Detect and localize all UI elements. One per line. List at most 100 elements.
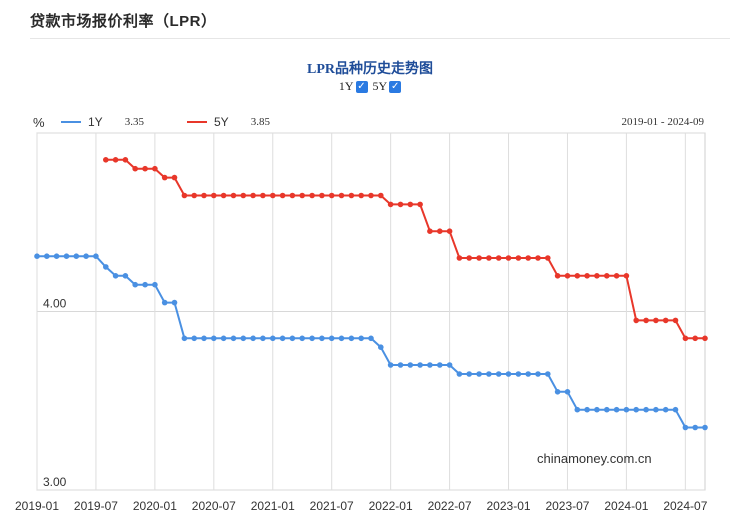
legend-1y-label: 1Y: [88, 115, 103, 129]
data-point-5y: [142, 165, 148, 172]
data-point-5y: [505, 255, 512, 261]
data-point-1y: [348, 335, 355, 342]
toggle-5y-checkbox[interactable]: ✓: [389, 80, 402, 93]
data-point-1y: [466, 371, 473, 377]
data-point-5y: [191, 192, 197, 199]
data-point-1y: [702, 424, 708, 431]
data-point-1y: [437, 362, 443, 368]
x-tick-label: 2023-07: [545, 499, 589, 513]
data-point-1y: [535, 371, 541, 377]
toggle-1y-label: 1Y: [338, 79, 354, 93]
data-point-1y: [250, 335, 256, 342]
x-tick-label: 2022-07: [428, 499, 472, 513]
data-point-1y: [584, 406, 590, 413]
x-tick-label: 2023-01: [487, 499, 531, 513]
data-point-5y: [653, 317, 659, 324]
data-point-5y: [171, 174, 178, 181]
y-tick-label: 3.00: [43, 475, 67, 489]
data-point-1y: [515, 371, 522, 377]
data-point-5y: [682, 335, 689, 342]
legend-1y-swatch: [61, 121, 81, 123]
data-point-1y: [397, 362, 404, 368]
data-point-5y: [260, 192, 266, 199]
page-title: 贷款市场报价利率（LPR）: [30, 13, 217, 30]
toggle-5y-label: 5Y: [372, 79, 388, 93]
data-point-1y: [662, 406, 669, 413]
data-point-1y: [486, 371, 492, 377]
data-point-1y: [554, 389, 561, 395]
legend-row: % 1Y 3.35 5Y 3.85 2019-01 - 2024-09: [0, 115, 740, 133]
data-point-5y: [525, 255, 531, 261]
data-point-5y: [417, 201, 423, 208]
data-point-5y: [594, 273, 600, 279]
data-point-1y: [378, 344, 384, 351]
data-point-1y: [230, 335, 237, 342]
data-point-5y: [122, 157, 129, 163]
data-point-1y: [564, 389, 571, 395]
data-point-1y: [456, 371, 463, 377]
data-point-1y: [653, 406, 659, 413]
series-toggle-group: 1Y ✓ 5Y ✓: [0, 79, 740, 94]
title-divider: [30, 38, 730, 39]
data-point-5y: [358, 192, 365, 199]
x-tick-label: 2019-07: [74, 499, 118, 513]
data-point-5y: [299, 192, 306, 199]
data-point-5y: [211, 192, 217, 199]
data-point-1y: [319, 335, 325, 342]
data-point-5y: [623, 273, 630, 279]
legend-1y-value: 3.35: [124, 116, 144, 128]
data-point-5y: [368, 192, 374, 199]
legend-item-1y[interactable]: 1Y 3.35: [61, 115, 144, 129]
data-point-5y: [604, 273, 610, 279]
watermark: chinamoney.com.cn: [537, 451, 652, 466]
data-point-1y: [63, 253, 70, 259]
data-point-1y: [299, 335, 306, 342]
data-point-5y: [486, 255, 492, 261]
data-point-1y: [103, 264, 109, 270]
data-point-1y: [368, 335, 374, 342]
x-tick-label: 2019-01: [15, 499, 59, 513]
data-point-5y: [279, 192, 286, 199]
data-point-5y: [181, 192, 188, 199]
data-point-1y: [338, 335, 345, 342]
data-point-5y: [112, 157, 119, 163]
data-point-1y: [289, 335, 296, 342]
data-point-5y: [545, 255, 551, 261]
data-point-1y: [328, 335, 335, 342]
data-point-1y: [623, 406, 630, 413]
data-point-1y: [260, 335, 266, 342]
data-point-5y: [574, 273, 581, 279]
y-tick-label: 4.00: [43, 297, 67, 311]
toggle-1y-checkbox[interactable]: ✓: [355, 80, 368, 93]
data-point-5y: [692, 335, 698, 342]
data-point-5y: [613, 273, 620, 279]
data-point-5y: [132, 165, 138, 172]
data-point-5y: [152, 165, 158, 172]
data-point-5y: [407, 201, 414, 208]
data-point-5y: [319, 192, 325, 199]
data-point-5y: [535, 255, 541, 261]
data-point-1y: [574, 406, 581, 413]
data-point-5y: [643, 317, 649, 324]
data-point-1y: [407, 362, 414, 368]
data-point-1y: [476, 371, 482, 377]
data-point-1y: [417, 362, 423, 368]
x-tick-label: 2024-01: [604, 499, 648, 513]
data-point-5y: [633, 317, 639, 324]
legend-5y-value: 3.85: [250, 116, 270, 128]
data-point-5y: [564, 273, 571, 279]
data-point-5y: [328, 192, 335, 199]
data-point-1y: [132, 281, 138, 288]
toggle-5y[interactable]: 5Y ✓: [373, 79, 402, 94]
data-point-1y: [682, 424, 689, 431]
data-point-1y: [270, 335, 276, 342]
data-point-1y: [604, 406, 610, 413]
legend-item-5y[interactable]: 5Y 3.85: [187, 115, 270, 129]
data-point-1y: [122, 273, 129, 279]
data-point-1y: [692, 424, 698, 431]
toggle-1y[interactable]: 1Y ✓: [339, 79, 368, 94]
data-point-5y: [348, 192, 355, 199]
data-point-1y: [220, 335, 227, 342]
data-point-5y: [554, 273, 561, 279]
data-point-5y: [456, 255, 463, 261]
